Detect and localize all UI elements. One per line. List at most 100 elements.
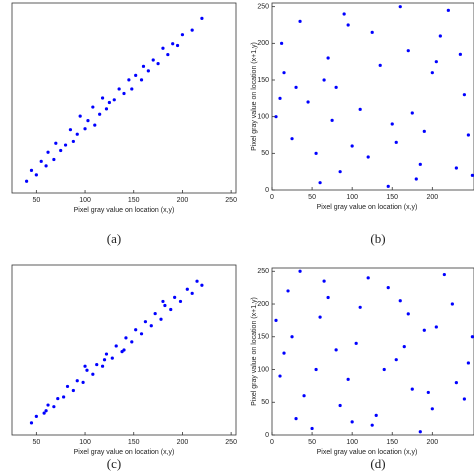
point (358, 305, 362, 309)
point (438, 34, 442, 38)
point (334, 85, 338, 89)
point (39, 159, 43, 163)
x-tick-label: 0 (270, 439, 274, 446)
point (122, 348, 126, 352)
point (107, 100, 111, 105)
point (462, 93, 466, 97)
y-tick-label: 200 (257, 40, 269, 47)
point (326, 295, 330, 300)
x-tick-label: 50 (32, 439, 40, 446)
point (95, 362, 99, 367)
y-tick-label: 100 (257, 366, 269, 373)
point (366, 276, 370, 280)
point (278, 374, 282, 378)
point (98, 112, 102, 116)
point (190, 291, 194, 295)
panel-caption: (c) (107, 456, 121, 471)
y-tick-label: 50 (261, 399, 269, 406)
point (75, 379, 79, 383)
point (334, 348, 338, 352)
point (326, 56, 330, 60)
point (130, 340, 134, 344)
point (151, 58, 155, 62)
point (434, 60, 438, 64)
y-tick-label: 100 (257, 114, 269, 121)
point (410, 111, 414, 115)
y-tick-label: 200 (257, 301, 269, 308)
point (370, 30, 374, 34)
point (310, 426, 314, 431)
y-tick-label: 0 (265, 432, 269, 439)
point (110, 356, 114, 360)
point (318, 315, 322, 319)
point (62, 395, 66, 399)
point (426, 390, 430, 395)
plot-frame (271, 267, 474, 436)
point (34, 173, 38, 177)
plot-frame (11, 264, 237, 436)
point (127, 78, 131, 82)
y-tick-label: 150 (257, 77, 269, 84)
point (86, 119, 90, 123)
point (458, 52, 462, 56)
point (42, 411, 46, 415)
plot-frame (271, 2, 474, 191)
point (91, 372, 95, 376)
point (117, 87, 121, 91)
point (100, 96, 105, 100)
point (418, 430, 422, 434)
point (65, 384, 70, 389)
point (124, 336, 128, 340)
point (314, 151, 318, 155)
x-tick-label: 50 (308, 439, 316, 446)
point (104, 352, 109, 356)
point (290, 335, 294, 339)
point (149, 324, 153, 328)
point (54, 141, 58, 145)
point (166, 52, 170, 57)
y-tick-label: 250 (257, 4, 269, 11)
point (282, 351, 286, 355)
point (44, 409, 48, 413)
point (422, 328, 426, 332)
point (462, 397, 466, 401)
point (366, 155, 370, 159)
point (322, 78, 326, 82)
x-tick-label: 100 (79, 439, 91, 446)
point (338, 170, 342, 174)
point (470, 335, 474, 339)
x-tick-label: 50 (32, 197, 40, 204)
point (454, 166, 458, 170)
y-axis-label: Pixel gray value on location (x+1,y) (251, 42, 258, 151)
point (350, 144, 354, 148)
point (122, 91, 126, 96)
point (406, 49, 410, 53)
point (442, 272, 446, 277)
point (114, 344, 118, 348)
point (134, 328, 138, 332)
point (156, 62, 160, 66)
point (178, 299, 183, 304)
x-tick-label: 50 (308, 194, 316, 201)
panel-caption: (d) (370, 456, 385, 471)
point (330, 118, 334, 122)
x-tick-label: 200 (426, 194, 438, 201)
point (169, 307, 173, 312)
x-axis-label: Pixel gray value on location (x,y) (74, 207, 175, 214)
point (173, 295, 177, 299)
point (394, 358, 398, 362)
point (418, 162, 422, 166)
point (180, 33, 185, 37)
point (278, 96, 282, 100)
point (410, 387, 414, 391)
x-tick-label: 250 (225, 439, 237, 446)
point (466, 133, 470, 137)
point (143, 320, 148, 324)
point (163, 303, 167, 308)
panel-caption: (b) (370, 231, 385, 246)
x-tick-label: 150 (128, 439, 140, 446)
point (63, 143, 68, 147)
point (294, 85, 298, 89)
point (294, 417, 298, 421)
